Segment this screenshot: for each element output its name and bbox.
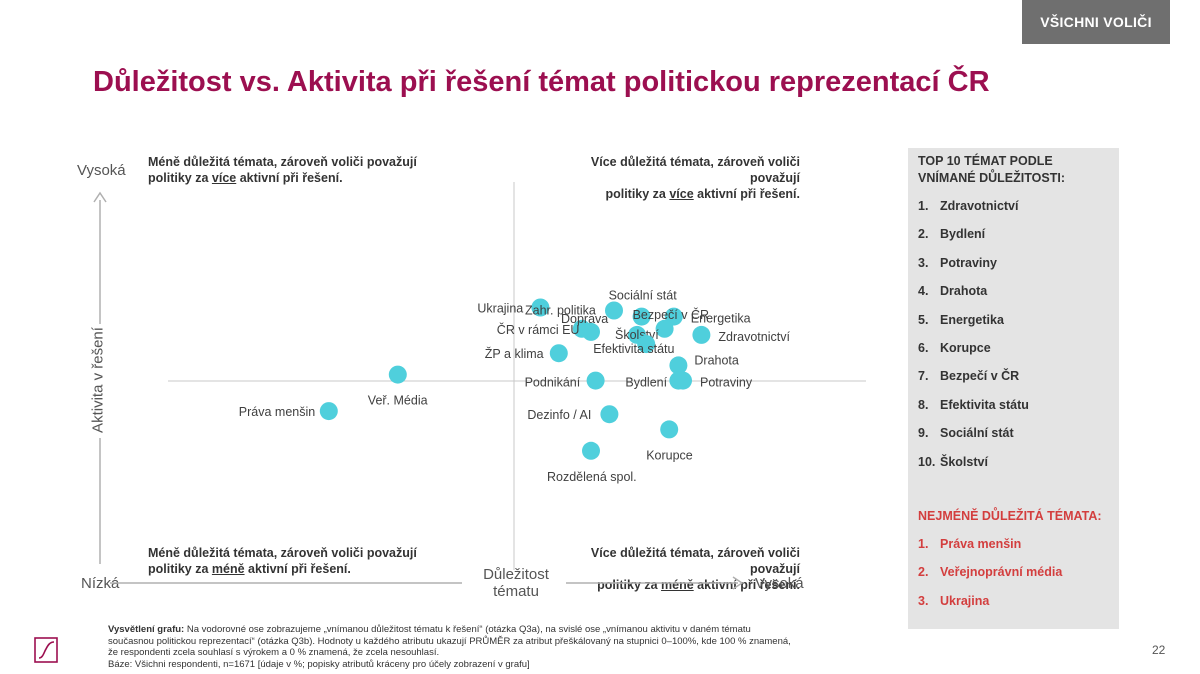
rank-item: 2. Veřejnoprávní média: [918, 565, 1063, 580]
scatter-point: [660, 420, 679, 439]
scatter-point: [655, 319, 674, 338]
x-axis-low-label: Nízká: [81, 575, 120, 592]
rank-item: 10. Školství: [918, 454, 988, 469]
data-points: Práva menšin Veř. Média Ukrajina ŽP a klima…: [239, 289, 791, 484]
scatter-point: [586, 371, 605, 390]
point-label: Korupce: [646, 448, 693, 462]
point-label: ČR v rámci EU: [497, 322, 580, 337]
segment-badge: VŠICHNI VOLIČI: [1022, 0, 1170, 44]
point-label: ŽP a klima: [485, 346, 544, 361]
quadrant-top-right-caption: Více důležitá témata, zároveň voliči pov…: [590, 155, 800, 201]
brand-logo-icon: [34, 637, 58, 663]
point-label: Práva menšin: [239, 405, 315, 419]
point-label: Zahr. politika: [525, 304, 596, 318]
point-label: Potraviny: [700, 376, 753, 390]
scatter-point: [388, 365, 407, 384]
rank-item: 5. Energetika: [918, 312, 1004, 327]
rank-item: 4. Drahota: [918, 284, 988, 299]
point-label: Bezpečí v ČR: [633, 307, 709, 322]
scatter-point: [531, 298, 550, 317]
point-label: Sociální stát: [609, 289, 678, 303]
point-label: Energetika: [691, 312, 751, 326]
x-axis-title: Důležitost tématu: [483, 566, 549, 600]
scatter-point: [549, 344, 568, 363]
point-label: Veř. Média: [368, 394, 428, 408]
footnote: Vysvětlení grafu: Na vodorovné ose zobra…: [108, 624, 791, 670]
point-label: Dezinfo / AI: [527, 408, 591, 422]
scatter-point: [600, 405, 619, 424]
point-label: Rozdělená spol.: [547, 470, 637, 484]
rank-item: 8. Efektivita státu: [918, 397, 1029, 412]
scatter-point: [637, 335, 656, 354]
scatter-point: [664, 307, 683, 326]
top10-heading: TOP 10 TÉMAT PODLE VNÍMANÉ DŮLEŽITOSTI:: [918, 154, 1065, 185]
rank-item: 7. Bezpečí v ČR: [918, 369, 1020, 384]
page-number: 22: [1152, 643, 1166, 657]
rank-item: 1. Práva menšin: [918, 537, 1022, 551]
scatter-point: [632, 307, 651, 326]
quadrant-bottom-right-caption: Více důležitá témata, zároveň voliči pov…: [590, 546, 800, 592]
y-axis-arrowhead: [93, 191, 107, 203]
scatter-point: [692, 325, 711, 344]
rank-item: 9. Sociální stát: [918, 426, 1014, 441]
rank-item: 3. Potraviny: [918, 255, 997, 270]
point-label: Drahota: [694, 353, 739, 367]
rank-item: 2. Bydlení: [918, 227, 986, 242]
y-axis-high-label: Vysoká: [77, 162, 126, 179]
scatter-point: [674, 371, 692, 390]
least-important-heading: NEJMÉNĚ DŮLEŽITÁ TÉMATA:: [918, 509, 1102, 523]
scatter-point: [319, 402, 338, 421]
point-label: Ukrajina: [477, 302, 523, 316]
quadrant-bottom-left-caption: Méně důležitá témata, zároveň voliči pov…: [148, 546, 417, 576]
point-label: Zdravotnictví: [718, 330, 790, 344]
point-label: Bydlení: [625, 376, 667, 390]
rank-item: 1. Zdravotnictví: [918, 199, 1019, 213]
side-panel: TOP 10 TÉMAT PODLE VNÍMANÉ DŮLEŽITOSTI: …: [908, 148, 1119, 629]
point-label: Podnikání: [525, 376, 581, 390]
scatter-point: [582, 441, 600, 460]
x-axis-arrowhead: [732, 576, 744, 590]
point-label: Efektivita státu: [593, 342, 674, 356]
scatter-point: [605, 301, 623, 320]
rank-item: 3. Ukrajina: [918, 593, 990, 608]
scatter-point: [669, 356, 688, 375]
x-axis-high-label: Vysoká: [755, 575, 804, 592]
page-title: Důležitost vs. Aktivita při řešení témat…: [93, 66, 990, 98]
rank-item: 6. Korupce: [918, 341, 991, 355]
scatter-point: [582, 322, 600, 341]
point-label: Doprava: [561, 312, 608, 326]
quadrant-top-left-caption: Méně důležitá témata, zároveň voliči pov…: [148, 155, 417, 185]
